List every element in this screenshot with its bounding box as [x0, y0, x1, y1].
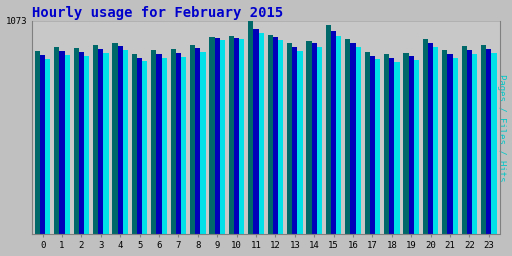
Bar [123, 50, 128, 234]
Bar [84, 56, 89, 234]
Bar [74, 48, 79, 234]
Bar [428, 43, 433, 234]
Bar [248, 21, 253, 234]
Bar [132, 54, 137, 234]
Bar [447, 54, 453, 234]
Bar [481, 45, 486, 234]
Bar [239, 39, 244, 234]
Bar [336, 36, 342, 234]
Bar [423, 39, 428, 234]
Bar [253, 29, 259, 234]
Bar [278, 40, 283, 234]
Bar [162, 58, 167, 234]
Y-axis label: Pages / Files / Hits: Pages / Files / Hits [498, 73, 506, 181]
Bar [190, 45, 195, 234]
Bar [486, 49, 492, 234]
Bar [142, 61, 147, 234]
Text: Hourly usage for February 2015: Hourly usage for February 2015 [32, 6, 283, 19]
Bar [156, 54, 162, 234]
Bar [215, 38, 220, 234]
Bar [331, 31, 336, 234]
Bar [462, 46, 467, 234]
Bar [409, 56, 414, 234]
Bar [492, 53, 497, 234]
Bar [365, 52, 370, 234]
Bar [472, 54, 477, 234]
Bar [345, 39, 350, 234]
Bar [273, 37, 278, 234]
Bar [54, 47, 59, 234]
Bar [200, 52, 206, 234]
Bar [65, 55, 70, 234]
Bar [209, 37, 215, 234]
Bar [375, 59, 380, 234]
Bar [229, 36, 234, 234]
Bar [414, 60, 419, 234]
Bar [389, 58, 394, 234]
Bar [370, 56, 375, 234]
Bar [350, 43, 356, 234]
Bar [35, 51, 40, 234]
Bar [170, 49, 176, 234]
Bar [181, 57, 186, 234]
Bar [40, 55, 45, 234]
Bar [442, 50, 447, 234]
Bar [195, 48, 200, 234]
Bar [118, 46, 123, 234]
Bar [312, 43, 317, 234]
Bar [403, 53, 409, 234]
Bar [433, 47, 438, 234]
Bar [59, 51, 65, 234]
Bar [93, 45, 98, 234]
Bar [453, 58, 458, 234]
Bar [220, 40, 225, 234]
Bar [317, 47, 322, 234]
Bar [112, 43, 118, 234]
Bar [384, 54, 389, 234]
Bar [394, 62, 400, 234]
Bar [268, 35, 273, 234]
Bar [79, 52, 84, 234]
Bar [292, 47, 297, 234]
Bar [103, 53, 109, 234]
Bar [137, 58, 142, 234]
Bar [467, 50, 472, 234]
Bar [306, 41, 312, 234]
Bar [234, 38, 239, 234]
Bar [98, 49, 103, 234]
Bar [151, 50, 156, 234]
Bar [287, 43, 292, 234]
Bar [356, 47, 361, 234]
Bar [176, 53, 181, 234]
Bar [259, 33, 264, 234]
Bar [326, 25, 331, 234]
Bar [45, 59, 51, 234]
Bar [297, 51, 303, 234]
